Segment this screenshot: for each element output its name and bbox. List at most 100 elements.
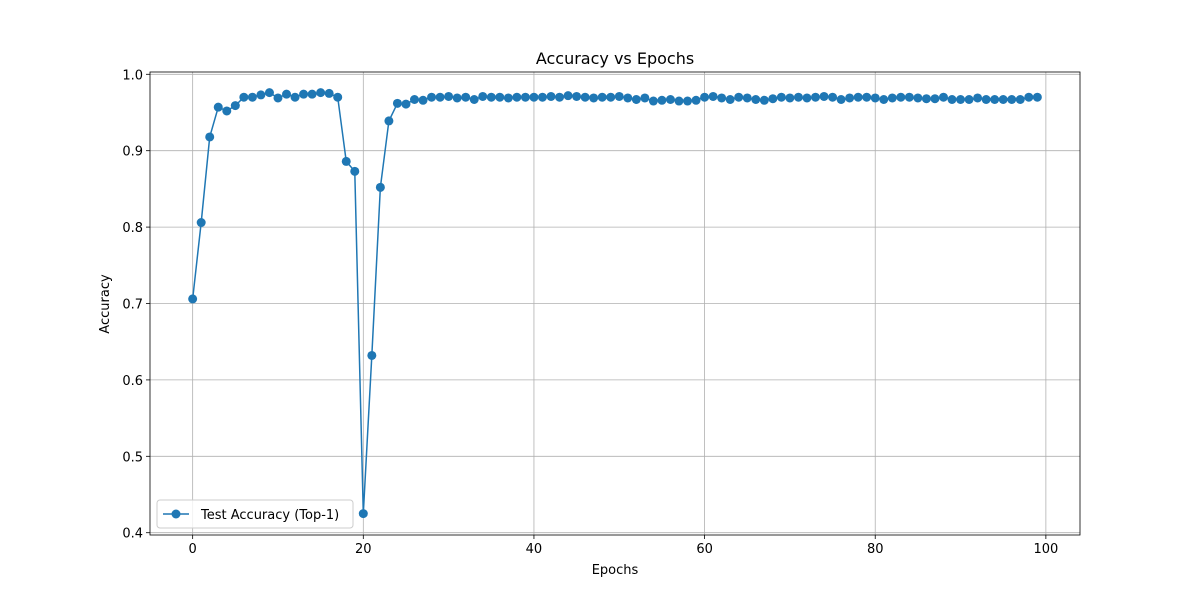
data-point xyxy=(264,88,274,98)
data-point xyxy=(282,89,292,99)
data-point xyxy=(444,91,454,101)
data-point xyxy=(222,106,232,116)
data-point xyxy=(563,91,573,101)
data-point xyxy=(734,92,744,102)
y-tick-label: 0.9 xyxy=(122,145,143,160)
data-point xyxy=(350,166,360,176)
data-point xyxy=(469,95,479,105)
x-tick-label: 60 xyxy=(696,542,713,557)
data-point xyxy=(358,509,368,519)
series-layer xyxy=(188,88,1042,519)
data-point xyxy=(418,95,428,105)
data-point xyxy=(597,92,607,102)
data-point xyxy=(700,92,710,102)
data-point xyxy=(845,93,855,103)
data-point xyxy=(665,95,675,105)
data-point xyxy=(324,88,334,98)
data-point xyxy=(853,92,863,102)
data-point xyxy=(631,95,641,105)
axis-ticks: 0 20 40 60 80 100 0.4 0.5 0.6 0.7 0.8 0.9 1.0 xyxy=(122,68,1058,557)
data-point xyxy=(409,95,419,105)
data-point xyxy=(461,92,471,102)
data-point xyxy=(478,91,488,101)
data-point xyxy=(674,96,684,106)
data-point xyxy=(691,95,701,105)
y-axis-title: Accuracy xyxy=(98,274,113,334)
data-point xyxy=(188,294,198,304)
data-point xyxy=(589,93,599,103)
data-point xyxy=(614,91,624,101)
legend-label: Test Accuracy (Top-1) xyxy=(200,508,339,523)
data-point xyxy=(401,99,411,109)
data-point xyxy=(717,93,727,103)
data-point xyxy=(768,94,778,104)
data-point xyxy=(964,95,974,105)
data-point xyxy=(913,93,923,103)
y-tick-label: 0.4 xyxy=(122,527,143,542)
data-point xyxy=(683,96,693,106)
data-point xyxy=(981,95,991,105)
data-point xyxy=(648,96,658,106)
y-tick-label: 0.7 xyxy=(122,298,143,313)
data-point xyxy=(196,218,206,228)
data-point xyxy=(299,89,309,99)
data-point xyxy=(759,95,769,105)
data-point xyxy=(725,95,735,105)
data-point xyxy=(879,95,889,105)
data-point xyxy=(802,93,812,103)
x-tick-label: 80 xyxy=(867,542,884,557)
data-point xyxy=(1024,92,1034,102)
data-point xyxy=(998,95,1008,105)
data-point xyxy=(452,93,462,103)
data-point xyxy=(384,116,394,126)
data-point xyxy=(512,92,522,102)
data-point xyxy=(862,92,872,102)
x-tick-label: 100 xyxy=(1033,542,1058,557)
data-point xyxy=(503,93,513,103)
data-point xyxy=(546,91,556,101)
data-point xyxy=(555,92,565,102)
data-point xyxy=(785,93,795,103)
data-point xyxy=(870,93,880,103)
legend: Test Accuracy (Top-1) xyxy=(156,499,354,529)
data-point xyxy=(938,92,948,102)
data-point xyxy=(367,350,377,360)
data-point xyxy=(828,92,838,102)
data-point xyxy=(623,93,633,103)
data-point xyxy=(640,93,650,103)
data-point xyxy=(333,92,343,102)
data-point xyxy=(742,93,752,103)
data-point xyxy=(819,91,829,101)
data-point xyxy=(580,92,590,102)
data-point xyxy=(793,92,803,102)
data-point xyxy=(572,91,582,101)
x-axis-title: Epochs xyxy=(592,563,639,578)
data-point xyxy=(529,92,539,102)
data-point xyxy=(205,132,215,142)
y-tick-label: 1.0 xyxy=(122,68,143,83)
data-point xyxy=(708,91,718,101)
data-point xyxy=(1015,95,1025,105)
data-point xyxy=(213,102,223,112)
data-point xyxy=(904,92,914,102)
data-point xyxy=(776,92,786,102)
data-point xyxy=(887,93,897,103)
data-point xyxy=(341,156,351,166)
legend-marker-swatch xyxy=(171,509,181,519)
data-point xyxy=(811,92,821,102)
data-point xyxy=(896,92,906,102)
data-point xyxy=(247,92,257,102)
data-point xyxy=(230,101,240,111)
data-point xyxy=(307,89,317,99)
data-point xyxy=(657,95,667,105)
data-point xyxy=(606,92,616,102)
data-point xyxy=(392,98,402,108)
data-point xyxy=(273,93,283,103)
chart-title: Accuracy vs Epochs xyxy=(536,49,694,68)
data-point xyxy=(947,95,957,105)
legend-box xyxy=(156,499,354,529)
data-point xyxy=(836,95,846,105)
y-tick-label: 0.5 xyxy=(122,450,143,465)
